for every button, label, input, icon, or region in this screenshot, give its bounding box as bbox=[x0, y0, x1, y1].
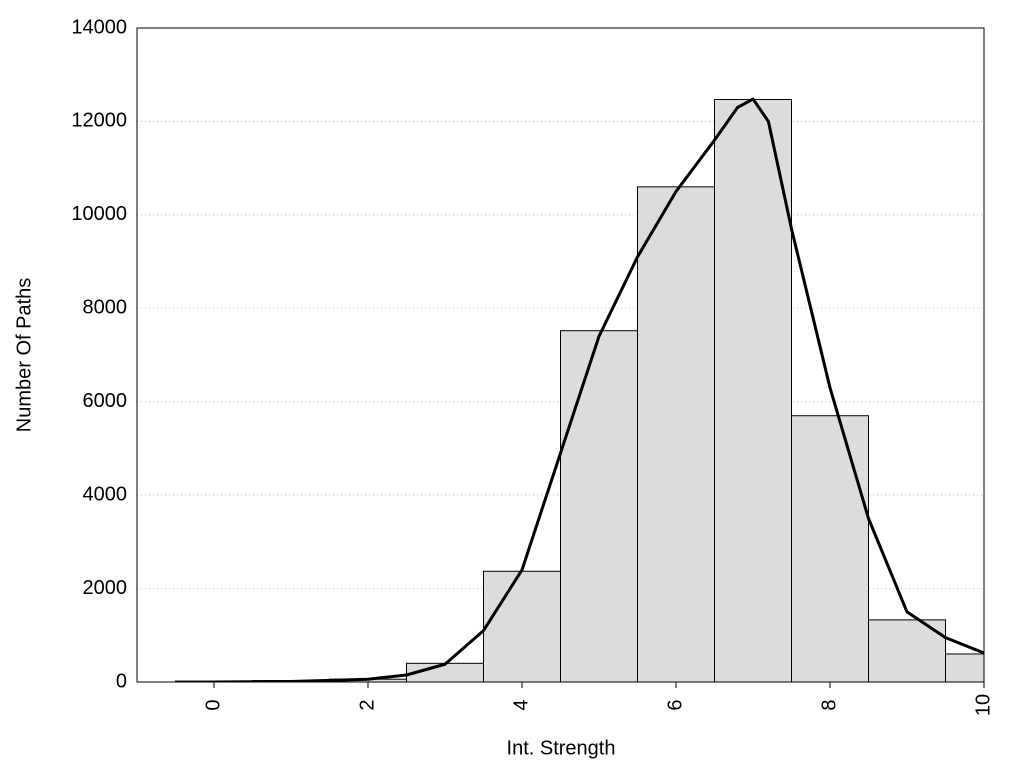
y-tick-label: 10000 bbox=[71, 203, 127, 225]
x-tick-label: 10 bbox=[972, 694, 994, 716]
x-tick-label: 4 bbox=[510, 699, 532, 710]
y-tick-label: 8000 bbox=[83, 297, 128, 319]
y-axis-label: Number Of Paths bbox=[13, 278, 35, 433]
plot-area bbox=[137, 28, 984, 682]
x-axis-label: Int. Strength bbox=[507, 737, 616, 759]
bar bbox=[560, 330, 638, 682]
y-tick-label: 6000 bbox=[83, 390, 128, 412]
x-tick-label: 6 bbox=[664, 699, 686, 710]
y-tick-label: 14000 bbox=[71, 16, 127, 38]
y-tick-label: 0 bbox=[116, 670, 127, 692]
y-tick-label: 12000 bbox=[71, 110, 127, 132]
bar bbox=[791, 415, 869, 682]
bar bbox=[637, 186, 715, 682]
y-tick-label: 4000 bbox=[83, 483, 128, 505]
density-curve bbox=[213, 97, 984, 682]
bar bbox=[945, 653, 984, 682]
x-tick-label: 0 bbox=[202, 699, 224, 710]
x-tick-label: 2 bbox=[356, 699, 378, 710]
bar bbox=[483, 570, 561, 682]
y-tick-label: 2000 bbox=[83, 577, 128, 599]
plot-frame bbox=[136, 27, 985, 683]
x-tick-label: 8 bbox=[818, 699, 840, 710]
bar bbox=[714, 98, 792, 682]
